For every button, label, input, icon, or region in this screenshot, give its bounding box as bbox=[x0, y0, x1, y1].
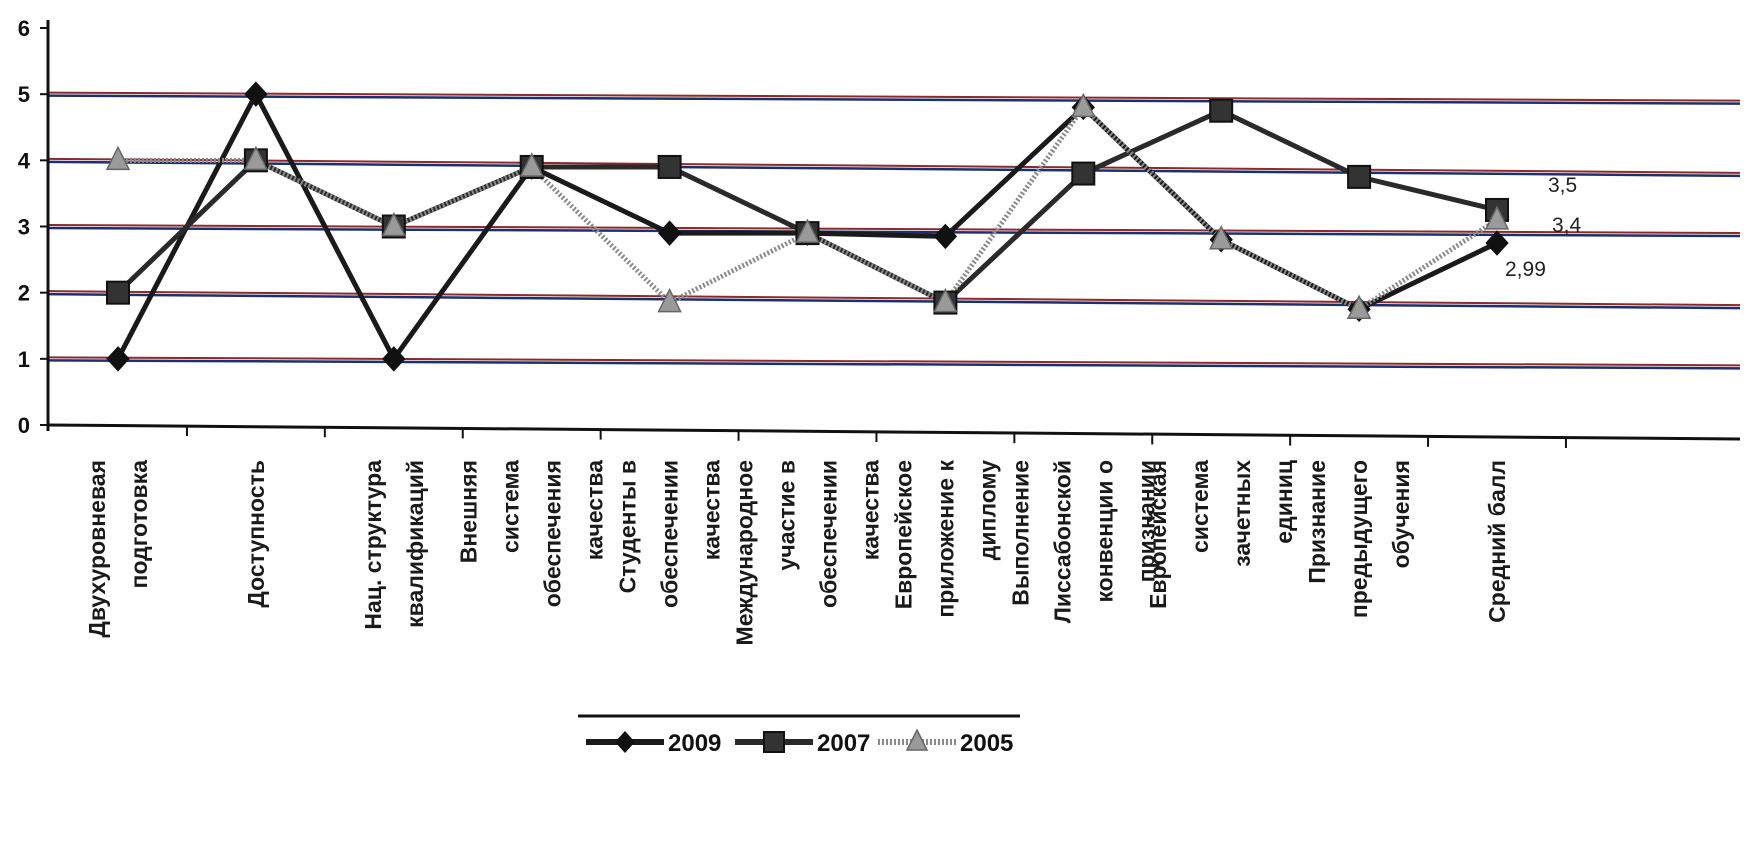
category-label-10-0: Средний балл bbox=[1484, 460, 1510, 623]
legend-marker-2007 bbox=[763, 731, 785, 753]
gridline-5-upper bbox=[47, 91, 1741, 102]
category-label-6-2: диплому bbox=[974, 460, 1000, 560]
y-tick-label-1: 1 bbox=[18, 347, 30, 372]
category-label-3-1: система bbox=[498, 460, 524, 553]
legend: 2009 2007 2005 bbox=[578, 714, 1020, 757]
point-2009-6 bbox=[933, 223, 958, 250]
category-label-4-0: Студенты в bbox=[615, 460, 641, 593]
category-label-2-0: Нац. структура bbox=[360, 460, 386, 630]
axis-labels: 0 1 2 3 4 5 6 Двухуровневая подготовка Доступност… bbox=[18, 16, 1510, 645]
y-tick-label-0: 0 bbox=[18, 413, 30, 438]
point-2005-5 bbox=[795, 218, 820, 243]
category-label-3-0: Внешняя bbox=[456, 460, 482, 563]
point-2007-8 bbox=[1209, 98, 1234, 123]
category-label-4-1: обеспечении bbox=[657, 460, 683, 608]
point-2005-8 bbox=[1208, 225, 1234, 250]
gridline-4-upper bbox=[47, 157, 1741, 174]
category-label-1-0: Доступность bbox=[243, 460, 269, 608]
point-2009-4 bbox=[657, 220, 682, 246]
category-label-8-0: Европейская bbox=[1145, 460, 1171, 609]
point-2005-1 bbox=[243, 145, 269, 171]
point-2005-6 bbox=[933, 287, 958, 313]
gridline-1-lower bbox=[47, 359, 1741, 370]
category-label-9-0: Признание bbox=[1304, 460, 1330, 584]
x-axis-line bbox=[47, 423, 1741, 441]
point-2009-1 bbox=[244, 81, 268, 107]
gridline-5-lower bbox=[47, 94, 1741, 105]
category-label-5-0: Международное bbox=[732, 460, 758, 645]
category-label-6-0: Европейское bbox=[890, 460, 916, 609]
category-label-8-2: зачетных bbox=[1229, 460, 1255, 567]
point-2005-2 bbox=[381, 211, 407, 237]
category-label-9-1: предыдущего bbox=[1346, 460, 1372, 618]
gridline-2-lower bbox=[47, 292, 1741, 310]
gridline-4-lower bbox=[47, 160, 1741, 178]
point-2009-10 bbox=[1485, 230, 1509, 256]
gridline-1-upper bbox=[47, 356, 1741, 367]
legend-label-2005: 2005 bbox=[960, 730, 1013, 757]
category-label-0-1: подготовка bbox=[126, 460, 152, 589]
category-label-9-2: обучения bbox=[1388, 460, 1414, 568]
gridline-3-upper bbox=[47, 224, 1741, 234]
series-markers bbox=[105, 81, 1510, 372]
category-label-7-0: Выполнение bbox=[1007, 460, 1033, 606]
point-2007-7 bbox=[1071, 161, 1096, 186]
point-2005-3 bbox=[519, 152, 544, 177]
annotation-0: 3,5 bbox=[1548, 174, 1577, 197]
y-tick-label-4: 4 bbox=[18, 148, 31, 173]
category-label-3-2: обеспечения bbox=[540, 460, 566, 607]
data-annotations: 3,5 3,4 2,99 bbox=[1505, 174, 1582, 281]
legend-marker-2005 bbox=[905, 728, 929, 751]
y-tick-label-5: 5 bbox=[18, 82, 30, 107]
legend-label-2009: 2009 bbox=[668, 730, 721, 757]
category-label-8-1: система bbox=[1187, 460, 1213, 553]
category-label-7-3: признании bbox=[1133, 460, 1159, 582]
category-label-5-1: участие в bbox=[774, 460, 800, 570]
category-label-3-3: качества bbox=[582, 460, 608, 560]
category-label-7-1: Лиссабонской bbox=[1049, 460, 1075, 623]
point-2005-7 bbox=[1071, 92, 1096, 118]
gridlines bbox=[47, 91, 1741, 370]
point-2007-0 bbox=[106, 280, 130, 305]
category-label-7-2: конвенции о bbox=[1091, 460, 1117, 603]
legend-marker-2009 bbox=[615, 731, 635, 753]
category-label-2-1: квалификаций bbox=[402, 460, 428, 628]
legend-label-2007: 2007 bbox=[817, 730, 870, 757]
axes bbox=[40, 20, 1741, 448]
point-2005-4 bbox=[657, 287, 682, 313]
y-tick-label-6: 6 bbox=[18, 16, 30, 41]
category-label-5-3: качества bbox=[858, 460, 884, 560]
series-line-2005 bbox=[118, 104, 1499, 312]
point-2007-4 bbox=[657, 154, 682, 179]
category-label-0-0: Двухуровневая bbox=[84, 460, 110, 638]
point-2005-10 bbox=[1484, 205, 1510, 230]
point-2007-9 bbox=[1347, 164, 1372, 189]
y-tick-label-3: 3 bbox=[18, 215, 30, 240]
annotation-2: 2,99 bbox=[1505, 258, 1546, 281]
point-2009-0 bbox=[106, 346, 130, 372]
category-label-5-2: обеспечении bbox=[816, 460, 842, 608]
category-label-8-3: единиц bbox=[1271, 460, 1297, 544]
point-2009-2 bbox=[382, 346, 406, 372]
category-label-6-1: приложение к bbox=[932, 460, 958, 618]
category-label-4-2: качества bbox=[699, 460, 725, 560]
annotation-1: 3,4 bbox=[1552, 214, 1582, 237]
point-2005-9 bbox=[1346, 294, 1372, 319]
gridline-3-lower bbox=[47, 226, 1741, 238]
y-tick-label-2: 2 bbox=[18, 281, 30, 306]
point-2005-0 bbox=[105, 145, 131, 171]
gridline-2-upper bbox=[47, 290, 1741, 307]
